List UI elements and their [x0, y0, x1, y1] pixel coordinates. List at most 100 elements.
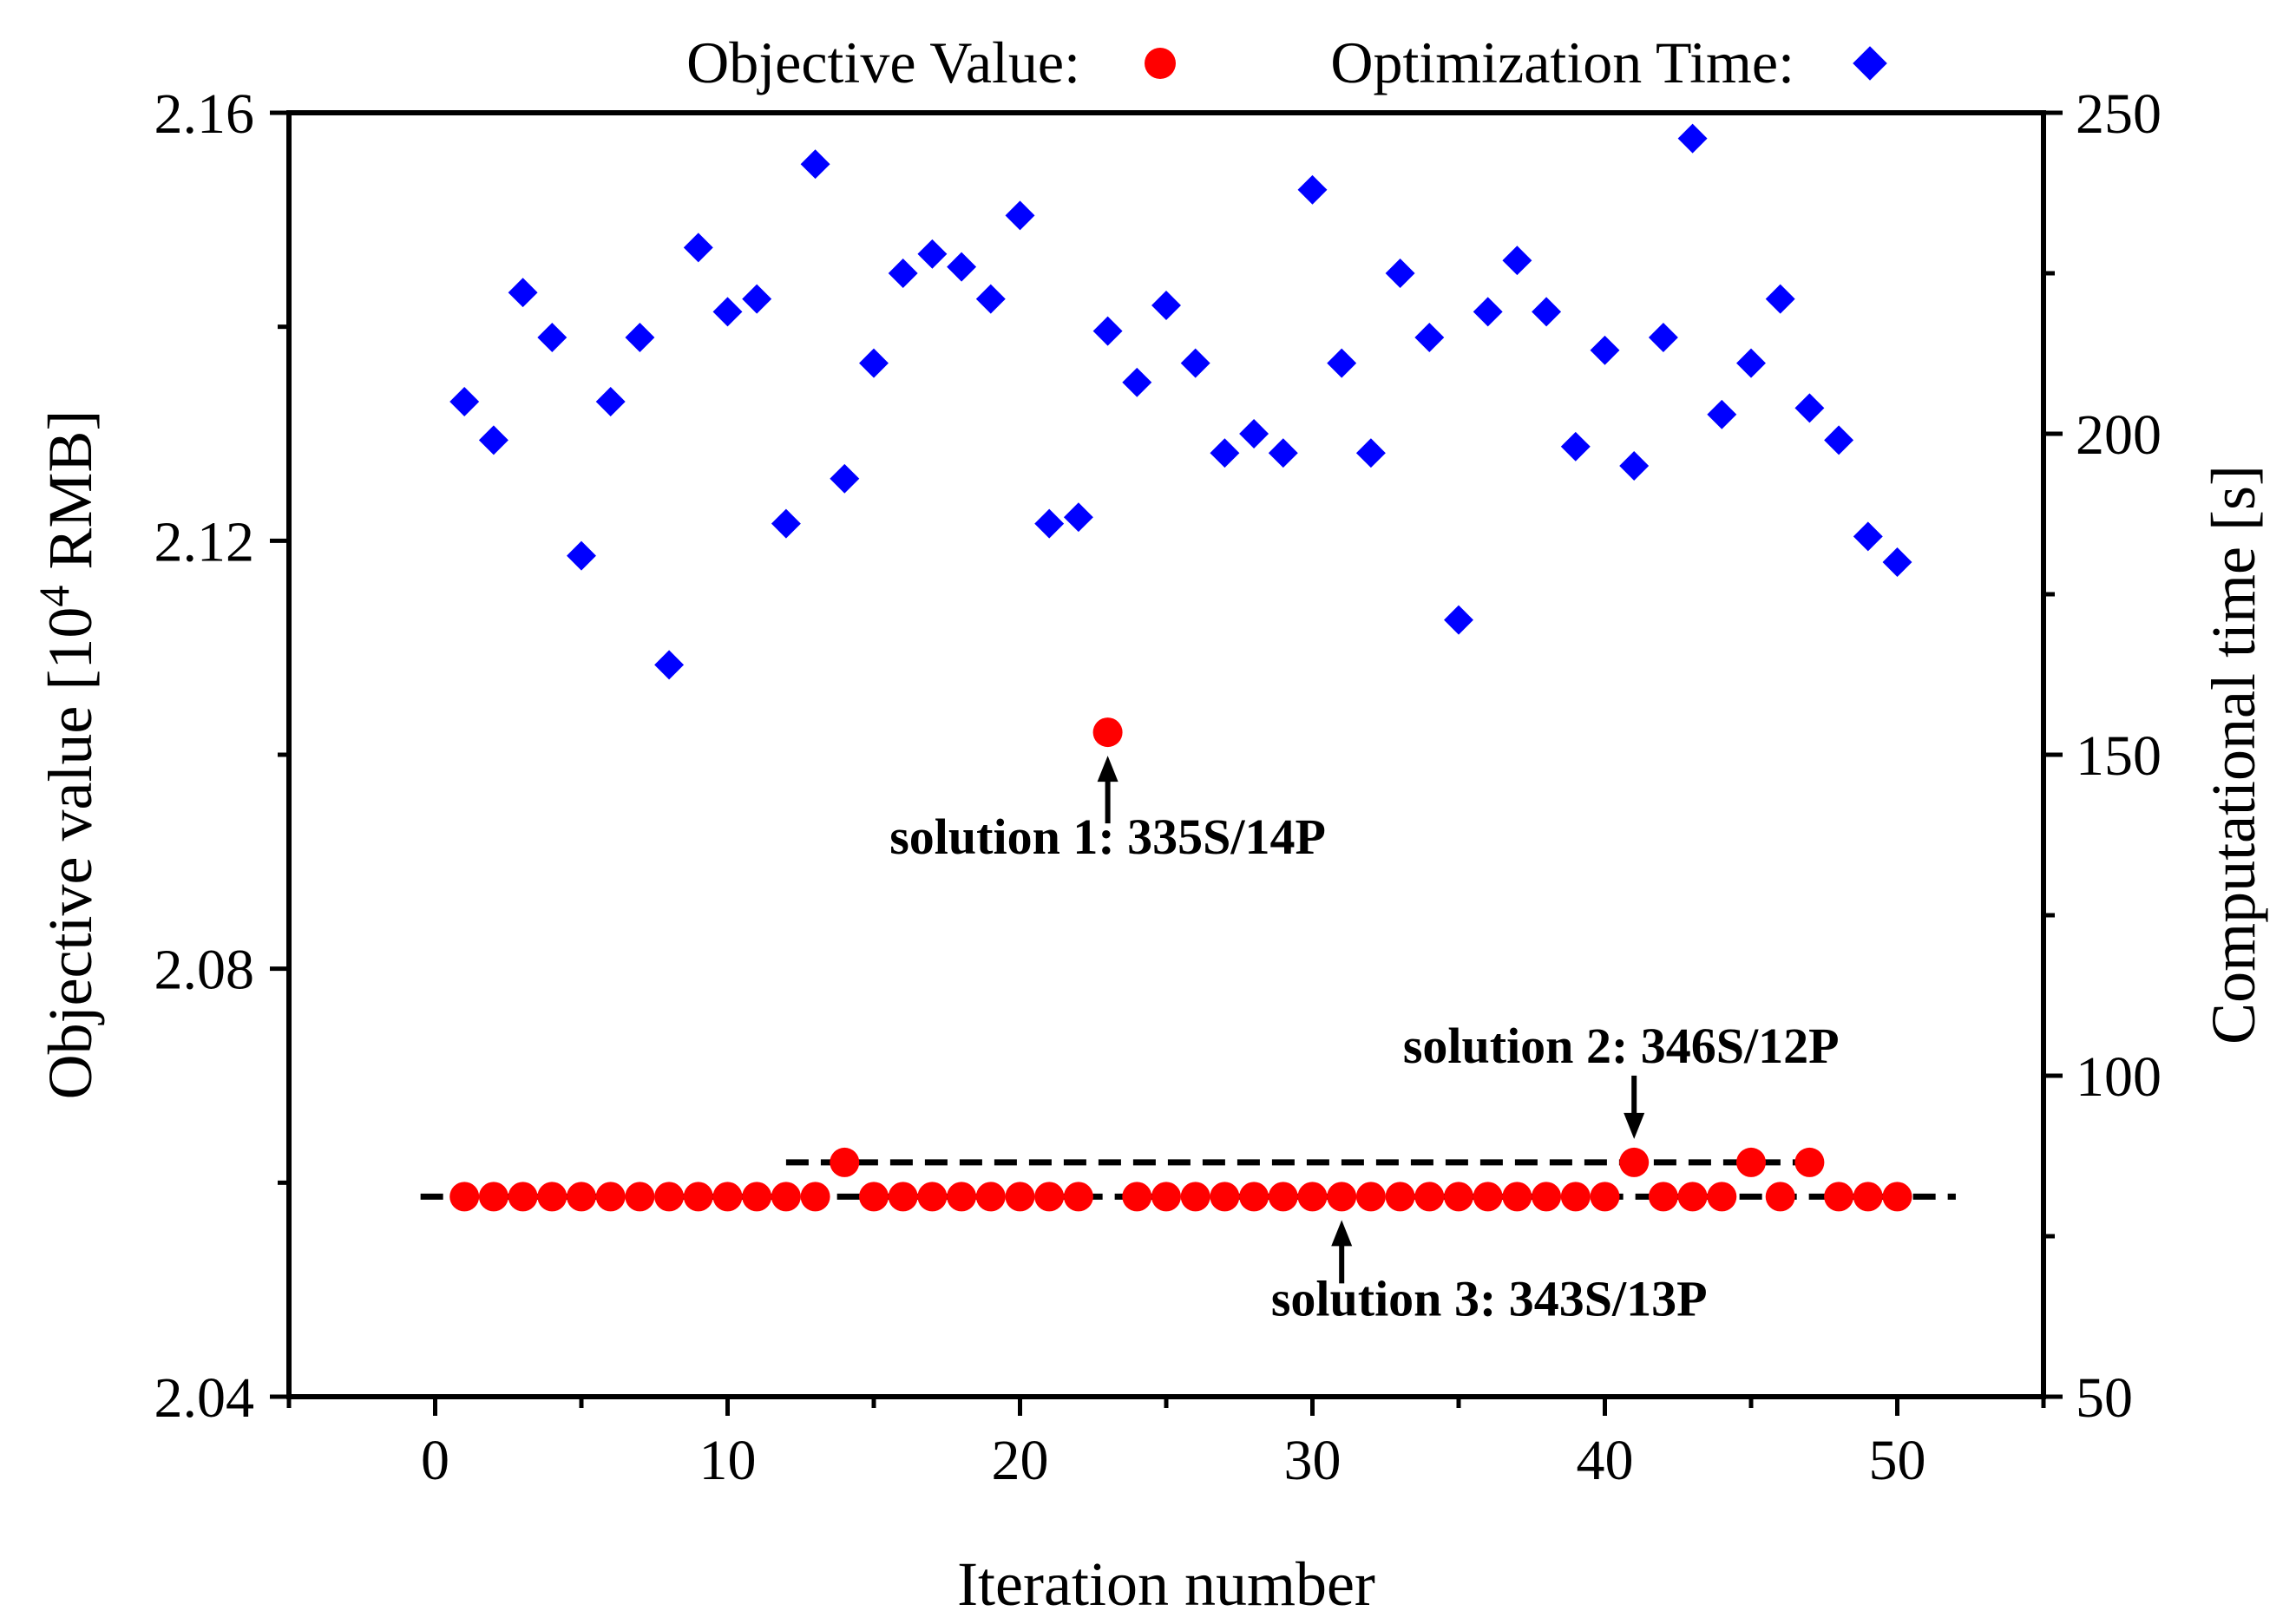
objective-point — [917, 1182, 948, 1212]
time-point — [1707, 399, 1737, 429]
y-left-tick-label: 2.08 — [154, 939, 255, 1002]
left-y-axis-title-prefix: Objective value [10 — [36, 607, 105, 1100]
time-point — [1122, 367, 1152, 397]
legend-objective-marker — [1145, 48, 1176, 79]
objective-point — [1794, 1147, 1825, 1177]
time-point — [1677, 123, 1708, 154]
objective-point — [1707, 1182, 1737, 1212]
annotation-arrow-head — [1097, 756, 1118, 783]
time-point — [1327, 348, 1357, 378]
objective-point — [1824, 1182, 1854, 1212]
objective-point — [654, 1182, 685, 1212]
objective-point — [567, 1182, 596, 1212]
x-tick-label: 10 — [699, 1429, 757, 1492]
objective-point — [1590, 1182, 1620, 1212]
objective-point — [478, 1182, 508, 1212]
objective-point — [1619, 1147, 1650, 1177]
objective-point — [975, 1182, 1006, 1212]
x-axis: 0 10 20 30 40 50 — [286, 1397, 2046, 1492]
objective-point — [771, 1182, 801, 1212]
objective-point — [683, 1182, 713, 1212]
annotation-label: solution 2: 346S/12P — [1403, 1018, 1840, 1074]
time-point — [1619, 451, 1650, 481]
left-y-axis: 2.04 2.08 2.12 2.16 — [154, 82, 289, 1430]
objective-point — [1853, 1182, 1883, 1212]
annotation-arrow-head — [1331, 1220, 1353, 1247]
time-point — [830, 463, 860, 494]
objective-point — [1063, 1182, 1093, 1212]
objective-point — [1473, 1182, 1503, 1212]
time-point — [567, 540, 596, 571]
objective-point — [1882, 1182, 1912, 1212]
objective-point — [449, 1182, 480, 1212]
objective-point — [1092, 717, 1123, 748]
time-point — [1005, 200, 1035, 231]
time-point — [1092, 316, 1123, 346]
objective-point — [1151, 1182, 1181, 1212]
time-point — [1648, 323, 1678, 352]
legend-time-marker — [1853, 46, 1887, 81]
time-point — [888, 259, 918, 288]
objective-point — [830, 1147, 860, 1177]
x-tick-label: 50 — [1869, 1429, 1926, 1492]
objective-point — [1210, 1182, 1240, 1212]
objective-point — [1765, 1182, 1795, 1212]
objective-point — [1122, 1182, 1152, 1212]
objective-point — [1444, 1182, 1473, 1212]
time-point — [917, 239, 948, 269]
time-point — [1239, 419, 1269, 449]
x-axis-title: Iteration number — [957, 1549, 1375, 1619]
objective-point — [888, 1182, 918, 1212]
objective-point — [1355, 1182, 1386, 1212]
objective-point — [508, 1182, 538, 1212]
x-tick-label: 0 — [421, 1429, 449, 1492]
time-point — [742, 284, 772, 314]
left-y-axis-title-exponent: 4 — [30, 586, 78, 607]
objective-point — [625, 1182, 655, 1212]
time-series — [449, 123, 1912, 680]
objective-point — [595, 1182, 626, 1212]
time-point — [595, 387, 626, 416]
time-point — [449, 387, 480, 416]
time-point — [1210, 438, 1240, 468]
y-right-tick-label: 150 — [2076, 724, 2162, 788]
time-point — [683, 232, 713, 263]
y-right-tick-label: 250 — [2076, 82, 2162, 146]
right-y-axis-title: Computational time [s] — [2199, 465, 2268, 1044]
time-point — [478, 425, 508, 455]
objective-point — [947, 1182, 977, 1212]
time-point — [1151, 291, 1181, 320]
objective-point — [1180, 1182, 1210, 1212]
time-point — [625, 323, 655, 352]
time-point — [800, 149, 830, 180]
time-point — [1444, 605, 1473, 635]
time-point — [537, 323, 567, 352]
objective-point — [1297, 1182, 1328, 1212]
y-left-tick-label: 2.04 — [154, 1366, 255, 1430]
time-point — [1297, 174, 1328, 205]
objective-point — [1648, 1182, 1678, 1212]
time-point — [1473, 297, 1503, 327]
time-point — [859, 348, 889, 378]
time-point — [1063, 502, 1093, 533]
objective-point — [742, 1182, 772, 1212]
objective-point — [712, 1182, 743, 1212]
time-point — [1736, 348, 1766, 378]
time-point — [654, 650, 685, 680]
time-point — [1180, 348, 1210, 378]
time-point — [1560, 431, 1591, 462]
objective-point — [859, 1182, 889, 1212]
time-point — [712, 297, 743, 327]
objective-point — [1385, 1182, 1415, 1212]
left-y-axis-title: Objective value [104 RMB] — [30, 410, 105, 1100]
x-tick-label: 40 — [1577, 1429, 1634, 1492]
objective-point — [1502, 1182, 1532, 1212]
objective-point — [1677, 1182, 1708, 1212]
time-point — [1385, 259, 1415, 288]
objective-point — [1560, 1182, 1591, 1212]
x-tick-label: 20 — [992, 1429, 1049, 1492]
objective-point — [1327, 1182, 1357, 1212]
time-point — [508, 278, 538, 308]
